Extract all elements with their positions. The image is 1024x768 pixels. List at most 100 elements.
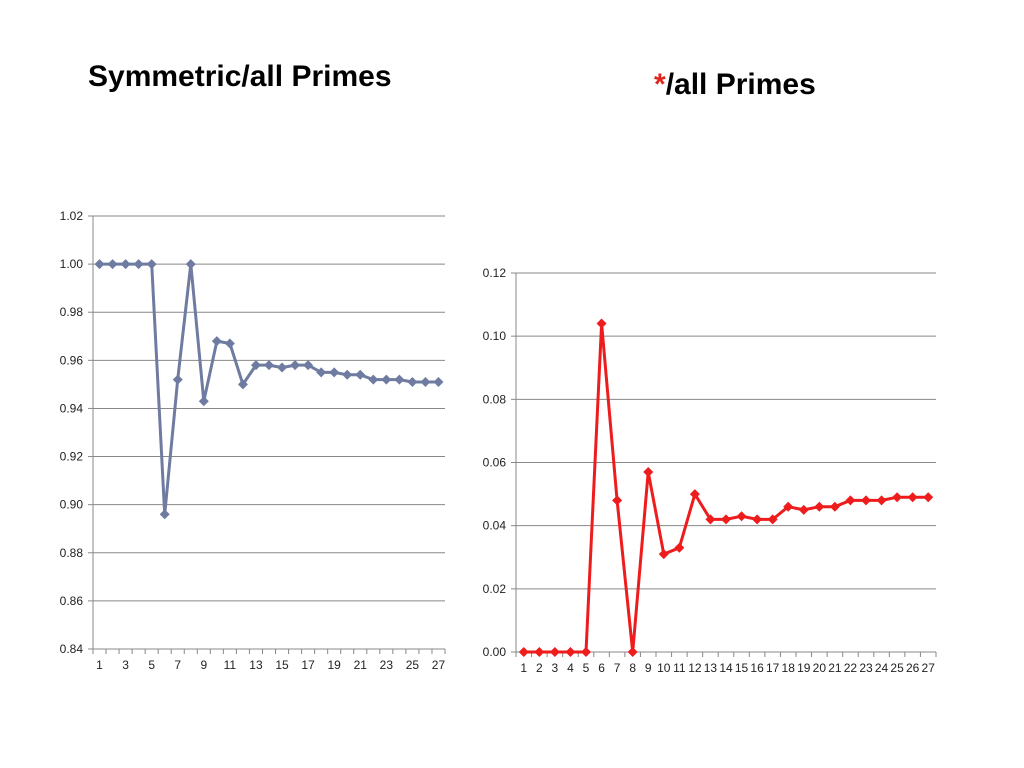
data-point-marker	[549, 647, 560, 657]
data-point-marker	[185, 259, 196, 270]
y-tick-label: 0.02	[483, 582, 507, 596]
data-point-marker	[752, 514, 763, 525]
data-point-marker	[172, 374, 183, 385]
data-point-marker	[133, 259, 144, 270]
data-point-marker	[705, 514, 716, 525]
x-tick-label: 11	[673, 661, 686, 675]
data-point-marker	[658, 549, 669, 560]
data-point-marker	[612, 495, 623, 506]
data-point-marker	[892, 492, 903, 503]
data-point-marker	[329, 367, 340, 378]
y-tick-label: 0.06	[483, 456, 507, 470]
x-tick-label: 25	[406, 658, 420, 672]
data-point-marker	[316, 367, 327, 378]
x-tick-label: 21	[828, 661, 842, 675]
right-chart-title: */all Primes	[654, 68, 816, 102]
data-point-marker	[534, 647, 545, 657]
x-tick-label: 15	[735, 661, 749, 675]
y-tick-label: 1.02	[60, 209, 84, 223]
y-tick-label: 0.12	[483, 266, 507, 280]
x-tick-label: 18	[782, 661, 796, 675]
data-point-marker	[907, 492, 918, 503]
data-point-marker	[736, 511, 747, 522]
x-tick-label: 3	[122, 658, 129, 672]
x-tick-label: 1	[520, 661, 527, 675]
y-tick-label: 0.90	[60, 498, 84, 512]
x-tick-label: 9	[200, 658, 207, 672]
x-tick-label: 9	[645, 661, 652, 675]
x-tick-label: 8	[629, 661, 636, 675]
star-ratio-chart: 0.000.020.040.060.080.100.121 2 3 4 5 6 7 8 9 10 1…	[483, 266, 937, 675]
left-chart-title: Symmetric/all Primes	[88, 60, 392, 93]
x-tick-label: 13	[704, 661, 718, 675]
data-point-marker	[120, 259, 131, 270]
x-tick-label: 5	[148, 658, 155, 672]
data-point-marker	[224, 338, 235, 349]
data-point-marker	[845, 495, 856, 506]
data-point-marker	[342, 369, 353, 380]
data-point-marker	[381, 374, 392, 385]
data-point-marker	[689, 489, 700, 500]
data-point-marker	[107, 259, 118, 270]
data-point-marker	[407, 376, 418, 387]
data-point-marker	[596, 318, 607, 329]
x-tick-label: 17	[766, 661, 780, 675]
series-line	[523, 322, 929, 654]
data-point-marker	[565, 647, 576, 657]
data-point-marker	[211, 336, 222, 347]
data-point-marker	[146, 259, 157, 270]
y-tick-label: 1.00	[60, 257, 84, 271]
data-point-marker	[814, 501, 825, 512]
x-tick-label: 5	[583, 661, 590, 675]
y-tick-label: 0.96	[60, 353, 84, 367]
x-tick-label: 22	[844, 661, 858, 675]
data-point-marker	[721, 514, 731, 525]
data-point-marker	[264, 360, 274, 371]
x-tick-label: 10	[657, 661, 671, 675]
x-tick-label: 19	[797, 661, 811, 675]
x-tick-label: 23	[859, 661, 873, 675]
x-tick-label: 17	[301, 658, 315, 672]
data-point-marker	[923, 492, 934, 503]
x-tick-label: 7	[174, 658, 181, 672]
data-point-marker	[198, 396, 209, 407]
x-tick-label: 21	[354, 658, 368, 672]
x-tick-label: 27	[432, 658, 446, 672]
data-point-marker	[303, 360, 314, 371]
y-tick-label: 0.04	[483, 519, 507, 533]
symmetric-ratio-chart: 0.84 0.86 0.88 0.90 0.92 0.94 0.96 0.98 1.00 1.02…	[60, 209, 446, 672]
x-tick-label: 14	[719, 661, 733, 675]
data-point-marker	[355, 369, 366, 380]
x-tick-label: 7	[614, 661, 621, 675]
data-point-marker	[94, 259, 105, 270]
data-point-marker	[829, 501, 840, 512]
y-tick-label: 0.08	[483, 392, 507, 406]
x-tick-label: 19	[328, 658, 342, 672]
x-tick-label: 27	[922, 661, 936, 675]
data-point-marker	[159, 509, 170, 520]
x-tick-label: 16	[750, 661, 764, 675]
x-tick-label: 2	[536, 661, 543, 675]
x-tick-label: 4	[567, 661, 574, 675]
x-tick-label: 15	[275, 658, 289, 672]
x-tick-label: 26	[906, 661, 920, 675]
data-point-marker	[433, 376, 444, 387]
data-point-marker	[250, 360, 261, 371]
data-point-marker	[237, 379, 248, 390]
data-point-marker	[290, 360, 301, 371]
x-tick-label: 11	[224, 658, 237, 672]
y-tick-label: 0.92	[60, 450, 84, 464]
x-tick-label: 12	[688, 661, 702, 675]
x-tick-label: 23	[380, 658, 394, 672]
x-tick-label: 25	[890, 661, 904, 675]
y-tick-label: 0.84	[60, 642, 84, 656]
asterisk-symbol: *	[654, 68, 666, 101]
y-tick-label: 0.00	[483, 645, 507, 659]
data-point-marker	[643, 466, 654, 477]
data-point-marker	[674, 542, 685, 553]
data-point-marker	[627, 647, 638, 657]
data-point-marker	[581, 647, 591, 657]
data-point-marker	[368, 374, 379, 385]
data-point-marker	[861, 495, 871, 506]
